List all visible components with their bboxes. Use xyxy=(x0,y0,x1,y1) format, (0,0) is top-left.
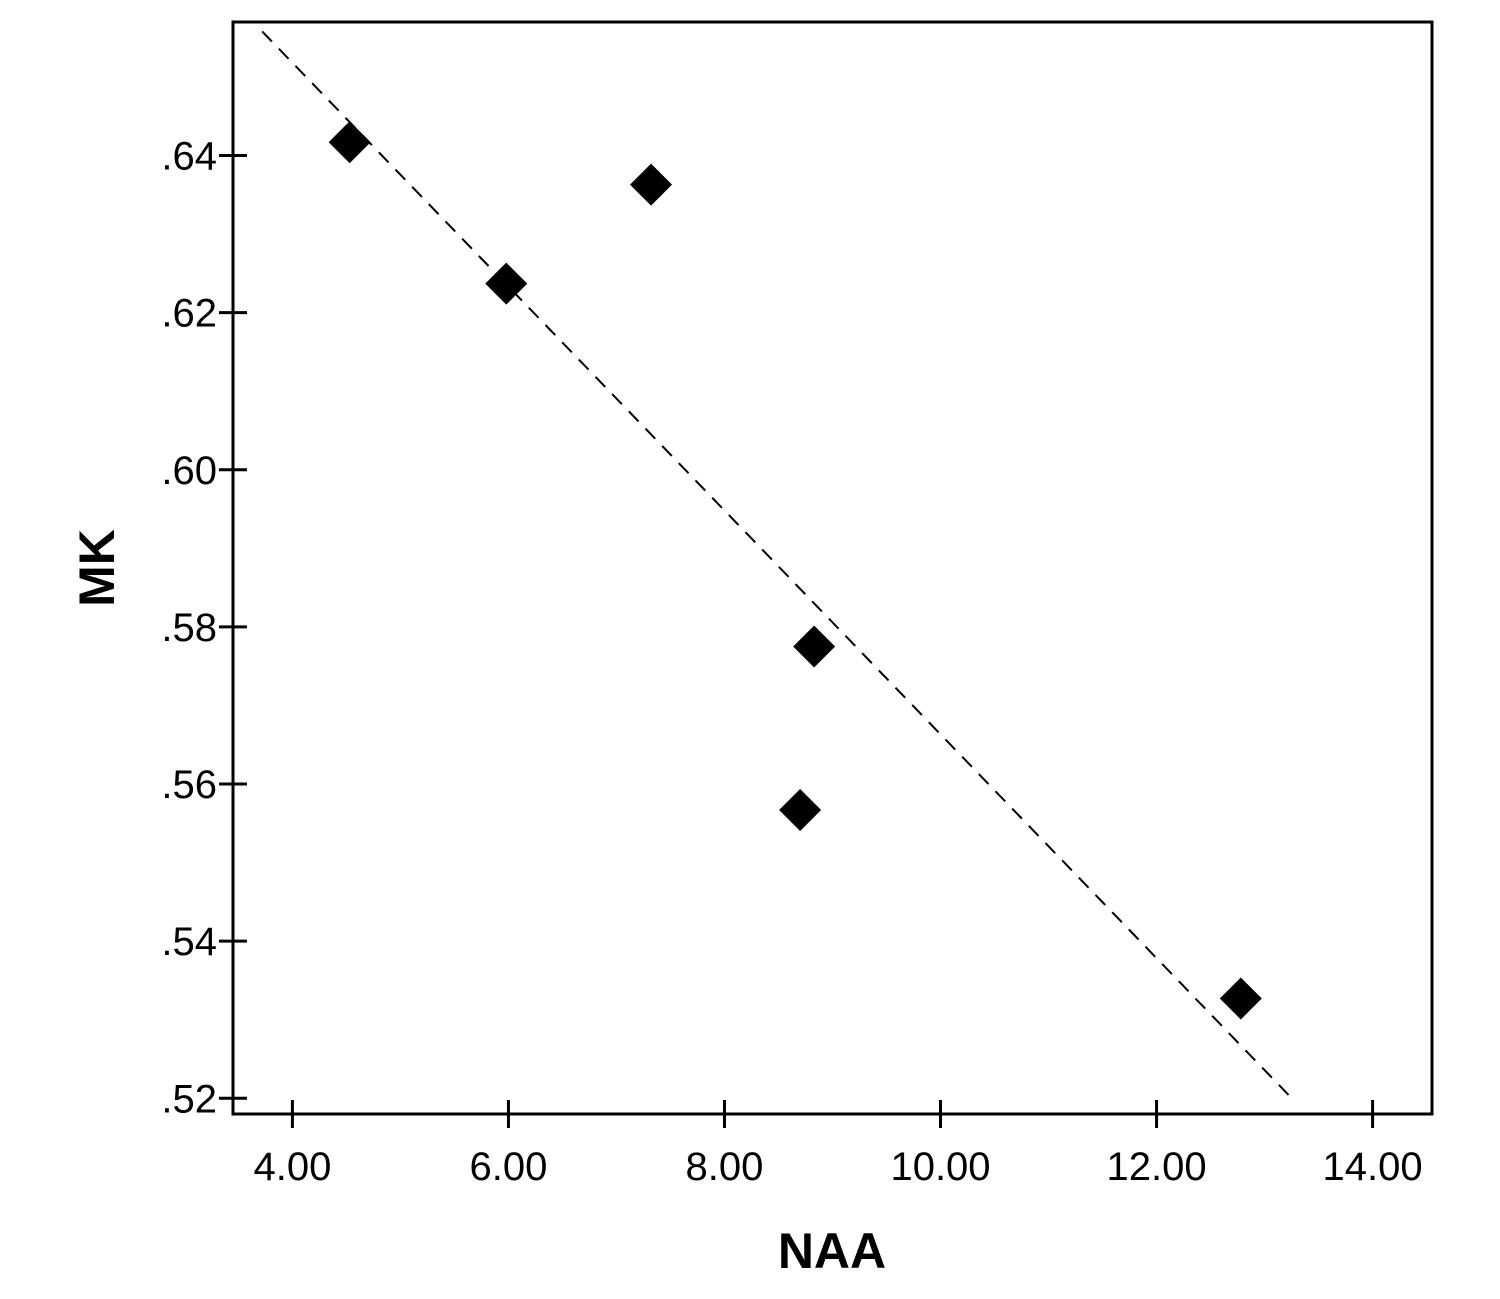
x-axis-title: NAA xyxy=(778,1223,886,1279)
data-point xyxy=(793,625,836,668)
y-tick-label: .64 xyxy=(161,135,217,179)
data-point xyxy=(630,163,673,206)
y-tick-label: .56 xyxy=(161,763,217,807)
y-axis: .52 .54 .56 .58 .60 .62 .64 xyxy=(161,135,247,1121)
x-tick-label: 14.00 xyxy=(1323,1145,1423,1189)
data-points xyxy=(328,121,1262,1020)
plot-area-frame xyxy=(231,20,1434,1116)
x-axis: 4.00 6.00 8.00 10.00 12.00 14.00 xyxy=(253,1100,1423,1189)
data-point xyxy=(328,121,371,164)
y-tick-label: .58 xyxy=(161,606,217,650)
fit-line-layer xyxy=(261,30,1296,1103)
x-tick-label: 8.00 xyxy=(686,1145,764,1189)
data-point xyxy=(1219,977,1262,1020)
y-axis-title: MK xyxy=(69,529,125,607)
x-tick-label: 6.00 xyxy=(470,1145,548,1189)
x-tick-label: 12.00 xyxy=(1106,1145,1206,1189)
y-tick-label: .62 xyxy=(161,292,217,336)
x-tick-label: 10.00 xyxy=(890,1145,990,1189)
y-tick-label: .52 xyxy=(161,1077,217,1121)
data-point xyxy=(779,788,822,831)
fit-line xyxy=(261,30,1296,1103)
data-point xyxy=(485,262,528,305)
x-tick-label: 4.00 xyxy=(253,1145,331,1189)
y-tick-label: .60 xyxy=(161,449,217,493)
y-tick-label: .54 xyxy=(161,920,217,964)
